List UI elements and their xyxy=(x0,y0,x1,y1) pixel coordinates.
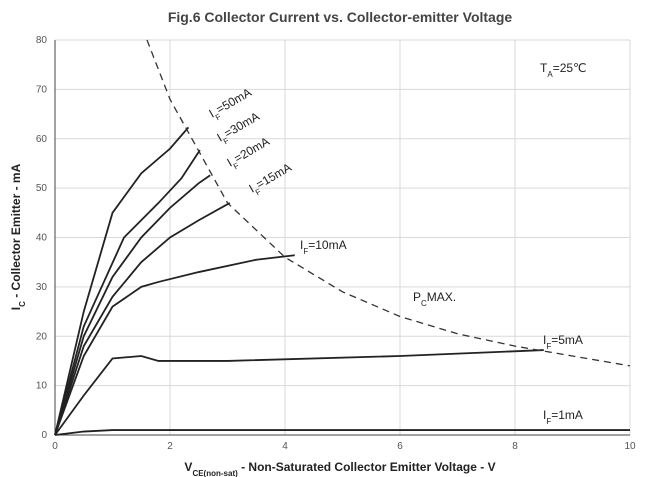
text-part: F xyxy=(232,161,241,171)
line-series xyxy=(54,174,211,436)
text-part: - Collector Emitter - mA xyxy=(9,163,23,301)
pc-max-curve xyxy=(146,39,631,367)
line-series xyxy=(54,349,544,436)
pc-max-label: PCMAX. xyxy=(413,290,456,308)
text-part: I xyxy=(543,333,546,347)
x-tick-label: 4 xyxy=(282,441,288,452)
text-part: I xyxy=(9,307,23,310)
series-label: IF=10mA xyxy=(300,238,347,256)
text-part: C xyxy=(18,301,27,307)
text-part: =30mA xyxy=(222,109,262,140)
text-part: =15mA xyxy=(254,160,294,191)
series-label: IF=1mA xyxy=(543,408,583,426)
text-part: I xyxy=(543,408,546,422)
line-series xyxy=(54,254,295,436)
y-tick-label: 20 xyxy=(36,331,48,342)
line-series xyxy=(54,149,201,436)
y-tick-label: 10 xyxy=(36,381,48,392)
series-label: IF=20mA xyxy=(225,134,274,172)
x-tick-label: 0 xyxy=(52,441,58,452)
x-tick-label: 2 xyxy=(167,441,173,452)
text-part: C xyxy=(421,299,427,308)
y-axis-label: IC - Collector Emitter - mA xyxy=(9,163,27,310)
text-part: I xyxy=(207,107,217,121)
y-tick-label: 50 xyxy=(36,183,48,194)
y-tick-label: 0 xyxy=(41,430,47,441)
text-part: CE(non-sat) xyxy=(192,469,238,477)
text-part: F xyxy=(303,247,308,256)
chart-title: Fig.6 Collector Current vs. Collector-em… xyxy=(168,9,513,25)
line-series xyxy=(54,429,630,436)
y-tick-label: 60 xyxy=(36,134,48,145)
text-part: I xyxy=(247,182,257,196)
text-part: P xyxy=(413,290,421,304)
text-part: I xyxy=(300,238,303,252)
text-part: A xyxy=(547,70,553,79)
text-part: I xyxy=(215,131,225,145)
text-part: - Non-Saturated Collector Emitter Voltag… xyxy=(238,460,496,474)
line-series xyxy=(54,202,231,436)
y-tick-label: 30 xyxy=(36,282,48,293)
text-part: =5mA xyxy=(551,333,583,347)
x-tick-label: 6 xyxy=(397,441,403,452)
text-part: =25℃ xyxy=(553,61,587,75)
series-label: IF=15mA xyxy=(247,160,296,198)
series-label: IF=5mA xyxy=(543,333,583,351)
text-part: F xyxy=(222,136,231,146)
text-part: MAX. xyxy=(427,290,456,304)
text-part: T xyxy=(540,61,548,75)
text-part: F xyxy=(546,342,551,351)
text-part: F xyxy=(546,417,551,426)
x-tick-label: 8 xyxy=(512,441,518,452)
text-part: F xyxy=(214,112,223,122)
temperature-note: TA=25℃ xyxy=(540,61,587,79)
text-part: F xyxy=(254,187,263,197)
text-part: =10mA xyxy=(308,238,346,252)
text-part: I xyxy=(225,156,235,170)
y-tick-label: 80 xyxy=(36,35,48,46)
text-part: V xyxy=(184,460,192,474)
x-axis-label: VCE(non-sat) - Non-Saturated Collector E… xyxy=(184,460,495,477)
y-tick-label: 40 xyxy=(36,233,48,244)
text-part: =1mA xyxy=(551,408,583,422)
y-tick-label: 70 xyxy=(36,84,48,95)
line-series xyxy=(54,126,190,436)
x-tick-label: 10 xyxy=(624,441,636,452)
